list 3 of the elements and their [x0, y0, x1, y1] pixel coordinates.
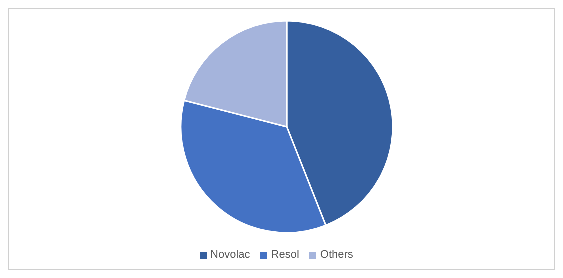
- legend-label: Resol: [271, 249, 300, 261]
- legend-label: Others: [320, 249, 354, 261]
- legend-label: Novolac: [210, 249, 250, 261]
